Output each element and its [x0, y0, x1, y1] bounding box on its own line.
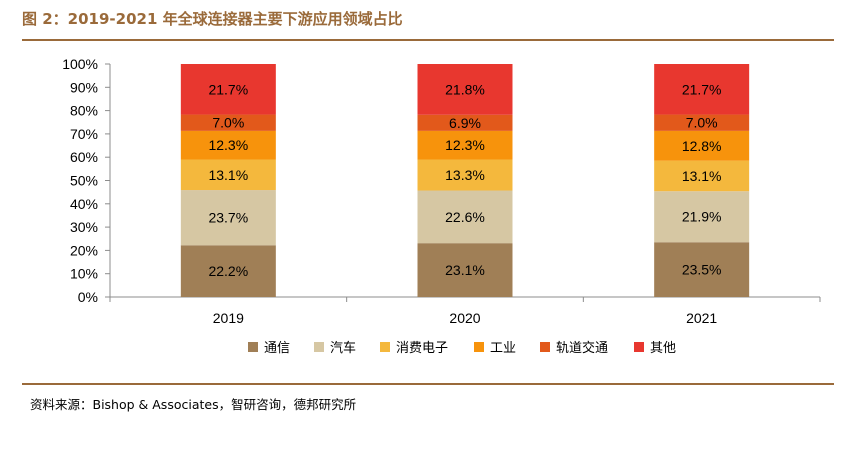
x-tick-label: 2019 — [213, 310, 244, 326]
y-tick-label: 40% — [70, 196, 98, 212]
bar-segment — [654, 130, 750, 161]
bar-segment — [180, 159, 276, 191]
bar-segment — [180, 130, 276, 160]
y-tick-label: 100% — [62, 56, 98, 72]
bar-segment — [180, 114, 276, 131]
legend-entry: 消费电子 — [396, 340, 448, 355]
legend-entry: 其他 — [650, 340, 676, 355]
data-label: 21.8% — [445, 81, 485, 97]
data-label: 23.5% — [682, 262, 722, 278]
legend-entry: 轨道交通 — [556, 340, 608, 355]
data-label: 7.0% — [686, 115, 718, 131]
legend-swatch — [540, 342, 550, 352]
bar-segment — [180, 245, 276, 297]
data-label: 22.6% — [445, 209, 485, 225]
bar-segment — [654, 191, 750, 243]
legend-swatch — [634, 342, 644, 352]
data-label: 23.1% — [445, 262, 485, 278]
data-label: 21.7% — [208, 81, 248, 97]
data-label: 13.3% — [445, 167, 485, 183]
y-tick-label: 10% — [70, 266, 98, 282]
y-tick-label: 70% — [70, 126, 98, 142]
y-tick-label: 0% — [78, 289, 98, 305]
y-tick-label: 30% — [70, 219, 98, 235]
legend-entry: 工业 — [490, 340, 516, 355]
data-label: 21.7% — [682, 81, 722, 97]
figure-title: 图 2：2019-2021 年全球连接器主要下游应用领域占比 — [22, 10, 403, 28]
legend-swatch — [474, 342, 484, 352]
data-label: 23.7% — [208, 210, 248, 226]
legend-swatch — [314, 342, 324, 352]
bar-segment — [417, 130, 513, 160]
y-tick-label: 50% — [70, 173, 98, 189]
data-label: 12.3% — [208, 137, 248, 153]
legend-entry: 通信 — [264, 340, 290, 355]
x-tick-label: 2020 — [449, 310, 480, 326]
data-label: 21.9% — [682, 209, 722, 225]
data-label: 7.0% — [212, 115, 244, 131]
stacked-bar-chart: 0% 10% 20% 30% 40% 50% 60% 70% 80% 90% 100% 22.2% 23… — [62, 56, 821, 355]
data-label: 6.9% — [449, 115, 481, 131]
y-tick-label: 80% — [70, 103, 98, 119]
data-label: 22.2% — [208, 263, 248, 279]
y-tick-label: 60% — [70, 149, 98, 165]
legend-swatch — [248, 342, 258, 352]
bar-segment — [180, 64, 276, 115]
data-label: 12.3% — [445, 137, 485, 153]
bar-segment — [654, 114, 750, 131]
data-label: 12.8% — [682, 138, 722, 154]
legend-entry: 汽车 — [330, 340, 356, 355]
bar-segment — [654, 64, 750, 115]
bar-segment — [417, 243, 513, 297]
bar-segment — [417, 114, 513, 131]
y-tick-label: 20% — [70, 242, 98, 258]
source-divider — [22, 383, 834, 385]
legend-swatch — [380, 342, 390, 352]
title-divider — [22, 39, 834, 41]
bar-segment — [654, 242, 750, 297]
bar-segment — [417, 64, 513, 115]
bar-segment — [654, 160, 750, 192]
bar-segment — [417, 190, 513, 244]
bar-segment — [417, 159, 513, 191]
data-label: 13.1% — [208, 167, 248, 183]
source-note: 资料来源：Bishop & Associates，智研咨询，德邦研究所 — [30, 397, 357, 412]
x-tick-label: 2021 — [686, 310, 717, 326]
bar-segment — [180, 190, 276, 246]
y-tick-label: 90% — [70, 79, 98, 95]
data-label: 13.1% — [682, 168, 722, 184]
